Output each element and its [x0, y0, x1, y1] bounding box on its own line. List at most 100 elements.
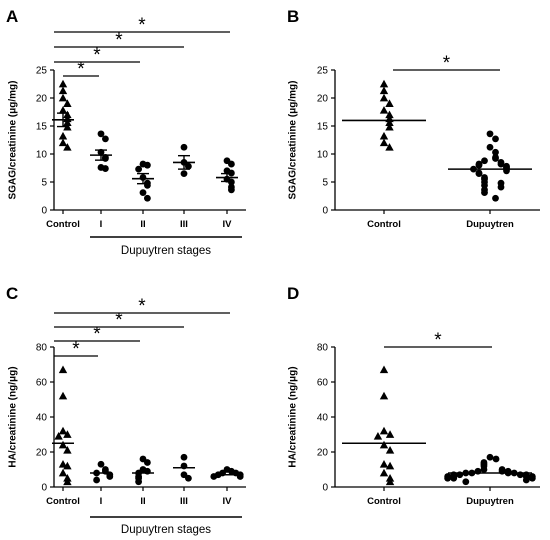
x-axis-title: Dupuytren stages [121, 245, 211, 257]
y-tick-label: 5 [322, 178, 328, 189]
data-point-circle [236, 473, 244, 480]
data-point-circle [486, 453, 494, 461]
data-point-triangle [379, 391, 389, 400]
data-point-triangle [385, 122, 394, 131]
y-tick-label: 80 [36, 343, 48, 354]
data-point-circle [93, 476, 100, 484]
data-point-triangle [379, 79, 389, 88]
y-tick-label: 5 [41, 178, 47, 189]
data-point-circle [97, 130, 105, 138]
x-category-label: Dupuytren [466, 219, 514, 230]
data-point-triangle [58, 131, 68, 140]
data-point-triangle [385, 143, 394, 151]
x-category-label: Control [46, 219, 80, 230]
data-point-circle [486, 130, 494, 138]
data-point-triangle [63, 99, 72, 107]
x-axis-title: Dupuytren stages [121, 524, 211, 536]
y-tick-label: 0 [41, 483, 47, 494]
y-tick-label: 10 [317, 150, 329, 161]
data-point-circle [492, 194, 499, 202]
data-point-circle [102, 165, 109, 172]
y-tick-label: 60 [36, 378, 48, 389]
data-point-triangle [63, 143, 72, 151]
data-point-triangle [379, 131, 389, 140]
data-point-triangle [58, 365, 68, 374]
data-point-triangle [58, 79, 68, 88]
significance-star: * [115, 310, 123, 331]
y-tick-label: 40 [36, 413, 48, 424]
data-point-triangle [58, 426, 68, 435]
data-point-triangle [385, 430, 395, 438]
y-tick-label: 60 [317, 378, 329, 389]
y-tick-label: 0 [322, 483, 328, 494]
data-point-circle [522, 476, 530, 484]
data-point-circle [135, 165, 143, 173]
data-point-triangle [373, 432, 383, 440]
panel-D: D 0 20 40 60 80 Control Dupuytren HA/creatinine … [287, 284, 540, 507]
y-tick-label: 20 [36, 94, 48, 105]
data-point-triangle [379, 468, 389, 477]
x-category-label: I [100, 496, 103, 507]
data-point-triangle [54, 432, 63, 440]
y-axis-title: HA/creatinine (ng/μg) [8, 366, 19, 467]
x-category-label: III [180, 219, 188, 230]
data-point-triangle [58, 86, 68, 95]
data-point-triangle [58, 93, 68, 102]
data-point-triangle [385, 110, 394, 119]
data-point-circle [450, 474, 458, 482]
data-point-circle [180, 453, 188, 461]
data-point-triangle [385, 99, 394, 107]
y-tick-label: 0 [322, 206, 328, 217]
data-point-circle [480, 466, 488, 473]
x-category-label: II [140, 219, 145, 230]
significance-star: * [77, 59, 85, 80]
data-point-triangle [58, 106, 68, 114]
data-point-triangle [385, 446, 395, 454]
y-axis-title: SGAG/creatinine (μg/mg) [8, 81, 19, 200]
data-point-triangle [58, 138, 68, 147]
data-point-circle [475, 170, 483, 178]
significance-star: * [115, 30, 123, 51]
data-point-triangle [63, 446, 72, 454]
data-point-triangle [58, 460, 68, 468]
x-category-label: Control [367, 496, 401, 507]
data-point-circle [475, 161, 483, 169]
data-point-circle [492, 148, 499, 156]
data-point-circle [462, 478, 470, 486]
y-tick-label: 80 [317, 343, 329, 354]
data-point-circle [497, 160, 505, 168]
data-point-circle [180, 143, 188, 151]
data-point-triangle [379, 106, 389, 114]
data-point-triangle [379, 86, 389, 95]
panel-letter: C [6, 284, 18, 303]
data-point-circle [492, 455, 500, 463]
data-point-triangle [63, 461, 72, 470]
x-category-label: Control [46, 496, 80, 507]
data-point-circle [481, 157, 488, 165]
data-point-circle [139, 189, 147, 197]
panel-letter: A [6, 7, 18, 26]
data-point-circle [228, 186, 235, 194]
data-point-circle [228, 160, 235, 168]
data-point-circle [144, 194, 151, 202]
data-point-triangle [63, 430, 72, 438]
y-tick-label: 20 [317, 94, 329, 105]
data-point-circle [492, 135, 499, 143]
data-point-circle [185, 474, 192, 482]
x-category-label: Control [367, 219, 401, 230]
data-point-triangle [63, 477, 72, 486]
data-point-circle [144, 161, 151, 169]
data-point-triangle [379, 460, 389, 468]
x-category-label: Dupuytren [466, 496, 514, 507]
data-point-triangle [379, 93, 389, 102]
data-point-circle [528, 474, 536, 482]
data-point-circle [144, 459, 151, 466]
y-tick-label: 40 [317, 413, 329, 424]
data-point-triangle [385, 118, 394, 126]
x-category-label: IV [223, 496, 233, 507]
panel-letter: B [287, 7, 299, 26]
data-point-circle [135, 478, 143, 486]
y-tick-label: 20 [36, 448, 48, 459]
y-tick-label: 15 [36, 122, 48, 133]
